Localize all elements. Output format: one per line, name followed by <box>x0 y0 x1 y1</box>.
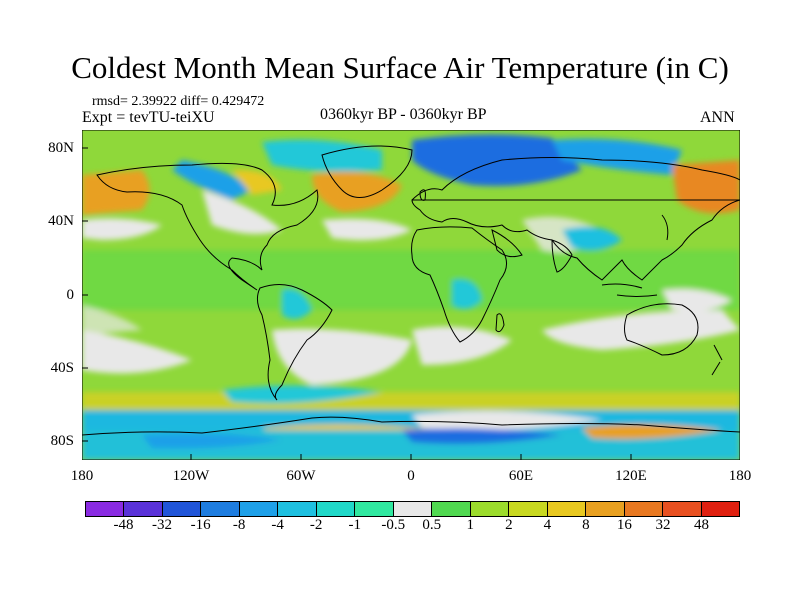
colorbar-swatch <box>470 502 510 516</box>
colorbar-label: -16 <box>190 517 211 533</box>
colorbar-swatch <box>239 502 279 516</box>
colorbar-label: 32 <box>655 517 671 533</box>
colorbar-swatch <box>201 502 240 516</box>
colorbar-swatch <box>162 502 202 516</box>
period-label: 0360kyr BP - 0360kyr BP <box>320 106 487 123</box>
colorbar-swatch <box>355 502 394 516</box>
colorbar-swatch <box>624 502 664 516</box>
colorbar-label: -2 <box>309 517 323 533</box>
lon-label-180e: 180 <box>728 468 752 484</box>
colorbar-label: 0.5 <box>422 517 442 533</box>
colorbar-label: 16 <box>616 517 632 533</box>
lon-label-120w: 120W <box>172 468 210 484</box>
experiment-label: Expt = tevTU-teiXU <box>82 109 215 126</box>
plot-title: Coldest Month Mean Surface Air Temperatu… <box>71 50 729 85</box>
colorbar-label: -4 <box>271 517 284 533</box>
colorbar-label: 8 <box>582 517 590 533</box>
lon-label-0: 0 <box>407 468 415 484</box>
colorbar-swatch <box>701 502 739 516</box>
colorbar-label: -0.5 <box>381 517 406 533</box>
colorbar-swatch <box>509 502 548 516</box>
lon-label-60e: 60E <box>508 468 534 484</box>
lat-label-80n: 80N <box>48 140 74 156</box>
colorbar-swatch <box>316 502 356 516</box>
colorbar <box>85 501 740 517</box>
map-ticks <box>82 147 632 460</box>
coastlines <box>82 145 740 436</box>
temperature-map <box>82 130 740 460</box>
colorbar-swatch <box>547 502 587 516</box>
colorbar-swatch <box>124 502 163 516</box>
colorbar-swatch <box>86 502 125 516</box>
colorbar-swatch <box>663 502 702 516</box>
lat-label-40s: 40S <box>50 360 74 376</box>
colorbar-swatch <box>393 502 433 516</box>
lon-label-120e: 120E <box>615 468 647 484</box>
lat-label-40n: 40N <box>48 213 74 229</box>
stats-label: rmsd= 2.39922 diff= 0.429472 <box>92 94 265 109</box>
colorbar-label: 1 <box>466 517 475 533</box>
lon-label-180w: 180 <box>70 468 94 484</box>
colorbar-label: -48 <box>113 517 134 533</box>
colorbar-label: -1 <box>348 517 361 533</box>
season-label: ANN <box>700 109 735 126</box>
temperature-field <box>82 134 740 460</box>
colorbar-label: -8 <box>232 517 246 533</box>
colorbar-label: 2 <box>505 517 513 533</box>
colorbar-label: 48 <box>693 517 709 533</box>
colorbar-swatch <box>432 502 471 516</box>
colorbar-swatch <box>278 502 317 516</box>
colorbar-label: 4 <box>543 517 552 533</box>
colorbar-label: -32 <box>152 517 173 533</box>
lon-label-60w: 60W <box>286 468 316 484</box>
lat-label-80s: 80S <box>50 433 74 449</box>
lat-label-0: 0 <box>66 287 75 303</box>
colorbar-swatch <box>586 502 625 516</box>
